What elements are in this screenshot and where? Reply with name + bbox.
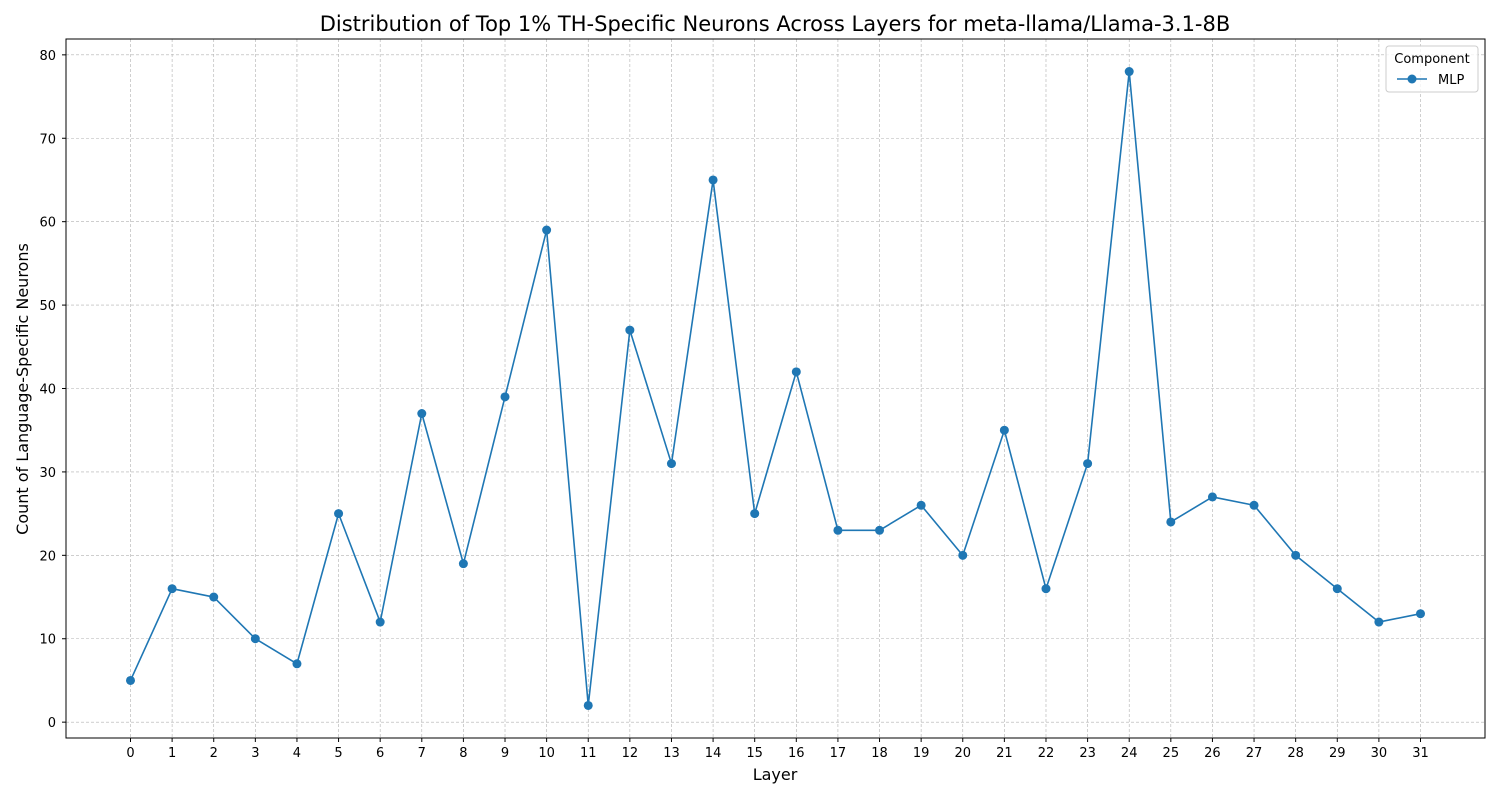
y-tick-label: 20 xyxy=(39,549,56,564)
y-tick-label: 10 xyxy=(39,633,56,648)
x-tick-label: 23 xyxy=(1079,746,1096,761)
data-point xyxy=(126,675,135,685)
x-tick-label: 11 xyxy=(580,746,597,761)
x-axis: 0 1 2 3 4 5 6 7 8 9 10 11 12 13 14 15 16 17 18 19 20 21 22 23 24… xyxy=(126,738,1429,761)
chart-title: Distribution of Top 1% TH-Specific Neuro… xyxy=(320,12,1231,36)
x-tick-label: 2 xyxy=(210,746,218,761)
data-point xyxy=(292,659,302,669)
y-tick-label: 50 xyxy=(39,299,56,314)
data-point xyxy=(666,459,676,469)
data-point xyxy=(167,584,177,594)
x-tick-label: 16 xyxy=(788,746,805,761)
x-tick-label: 25 xyxy=(1163,746,1180,761)
x-tick-label: 12 xyxy=(622,746,639,761)
data-points xyxy=(126,67,1425,710)
x-axis-label: Layer xyxy=(753,765,798,784)
y-axis-label: Count of Language-Specific Neurons xyxy=(13,243,32,535)
data-point xyxy=(1041,584,1051,594)
x-tick-label: 17 xyxy=(830,746,847,761)
data-point xyxy=(250,634,260,644)
data-point xyxy=(999,425,1009,435)
x-tick-label: 30 xyxy=(1371,746,1388,761)
data-point xyxy=(875,525,885,535)
x-tick-label: 26 xyxy=(1204,746,1221,761)
y-axis: 0 10 20 30 40 50 60 70 80 xyxy=(39,49,66,731)
x-tick-label: 31 xyxy=(1412,746,1429,761)
data-point xyxy=(417,409,427,419)
data-point xyxy=(209,592,219,602)
data-point xyxy=(458,559,468,569)
data-point xyxy=(1416,609,1425,619)
x-tick-label: 9 xyxy=(501,746,509,761)
data-point xyxy=(1374,617,1384,627)
x-tick-label: 6 xyxy=(376,746,384,761)
data-point xyxy=(1083,459,1093,469)
y-tick-label: 30 xyxy=(39,466,56,481)
legend-title: Component xyxy=(1394,52,1469,67)
legend[interactable]: Component MLP xyxy=(1385,45,1479,93)
x-tick-label: 19 xyxy=(913,746,930,761)
data-point xyxy=(542,225,552,235)
data-point xyxy=(791,367,801,377)
x-tick-label: 29 xyxy=(1329,746,1346,761)
x-tick-label: 14 xyxy=(705,746,722,761)
y-tick-label: 70 xyxy=(39,132,56,147)
legend-entry-mlp: MLP xyxy=(1438,73,1464,88)
data-point xyxy=(1166,517,1176,527)
x-tick-label: 8 xyxy=(459,746,467,761)
data-point xyxy=(1124,67,1134,77)
x-tick-label: 22 xyxy=(1038,746,1055,761)
x-tick-label: 21 xyxy=(996,746,1013,761)
data-point xyxy=(583,700,593,710)
data-point xyxy=(750,509,760,519)
x-tick-label: 7 xyxy=(418,746,426,761)
data-point xyxy=(916,500,926,510)
series-line-mlp xyxy=(129,70,1421,707)
x-tick-label: 3 xyxy=(251,746,259,761)
data-point xyxy=(1207,492,1217,502)
data-point xyxy=(1249,500,1259,510)
x-tick-label: 0 xyxy=(126,746,134,761)
series-lines xyxy=(129,70,1421,707)
x-tick-label: 20 xyxy=(954,746,971,761)
y-tick-label: 60 xyxy=(39,216,56,231)
data-point xyxy=(375,617,385,627)
grid-lines xyxy=(66,39,1485,738)
data-point xyxy=(1291,550,1301,560)
data-point xyxy=(958,550,968,560)
x-tick-label: 1 xyxy=(168,746,176,761)
data-point xyxy=(500,392,510,402)
x-tick-label: 27 xyxy=(1246,746,1263,761)
x-tick-label: 15 xyxy=(746,746,763,761)
x-tick-label: 4 xyxy=(293,746,301,761)
x-tick-label: 18 xyxy=(871,746,888,761)
y-tick-label: 0 xyxy=(48,716,56,731)
data-point xyxy=(1332,584,1342,594)
data-point xyxy=(708,175,718,185)
data-point xyxy=(833,525,843,535)
data-point xyxy=(334,509,344,519)
x-tick-label: 28 xyxy=(1287,746,1304,761)
legend-marker-swatch xyxy=(1407,74,1417,84)
x-tick-label: 24 xyxy=(1121,746,1138,761)
x-tick-label: 13 xyxy=(663,746,680,761)
x-tick-label: 5 xyxy=(334,746,342,761)
y-tick-label: 40 xyxy=(39,383,56,398)
y-tick-label: 80 xyxy=(39,49,56,64)
data-point xyxy=(625,325,635,335)
x-tick-label: 10 xyxy=(538,746,555,761)
